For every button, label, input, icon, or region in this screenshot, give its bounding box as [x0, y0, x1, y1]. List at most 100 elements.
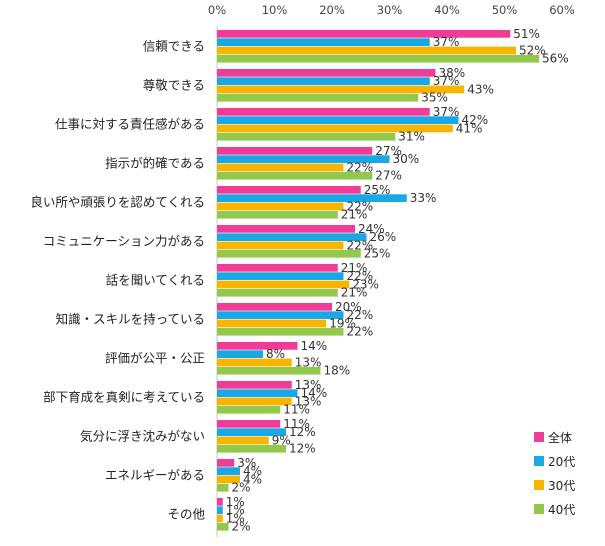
x-tick-label: 30%	[377, 3, 403, 17]
data-label: 22%	[347, 308, 374, 322]
data-label: 13%	[295, 355, 322, 369]
bar	[217, 171, 373, 180]
category-label: 評価が公平・公正	[105, 351, 205, 366]
data-label: 22%	[347, 238, 374, 252]
data-label: 33%	[410, 191, 437, 205]
category-label: 指示が的確である	[105, 156, 205, 171]
legend-swatch	[534, 480, 544, 490]
bar	[217, 264, 338, 272]
data-label: 22%	[347, 199, 374, 213]
data-label: 12%	[289, 425, 316, 439]
bar	[217, 475, 240, 484]
data-label: 1%	[226, 495, 245, 509]
data-label: 14%	[301, 386, 328, 400]
category-label: 知識・スキルを持っている	[56, 312, 205, 327]
data-label: 18%	[324, 364, 351, 378]
bar	[217, 202, 344, 211]
bar	[217, 397, 292, 406]
x-tick-label: 10%	[262, 3, 288, 17]
data-label: 26%	[370, 230, 397, 244]
bar	[217, 124, 453, 133]
legend-swatch	[534, 432, 544, 442]
category-label: 話を聞いてくれる	[106, 273, 205, 288]
data-label: 42%	[462, 113, 489, 127]
category-label: 気分に浮き沈みがない	[80, 429, 205, 444]
bar	[217, 358, 292, 367]
bar	[217, 108, 430, 116]
category-label: 信頼できる	[143, 39, 205, 54]
x-axis-ticks: 0% 10% 20% 30% 40% 50% 60%	[208, 3, 575, 17]
data-label: 1%	[226, 511, 245, 525]
bar	[217, 428, 286, 436]
bar	[217, 46, 516, 55]
category-label: 良い所や頑張りを認めてくれる	[30, 195, 205, 210]
data-label: 14%	[301, 339, 328, 353]
bar	[217, 194, 407, 202]
data-label: 22%	[347, 325, 374, 339]
bar	[217, 522, 229, 531]
data-label: 37%	[433, 74, 460, 88]
data-label: 13%	[295, 394, 322, 408]
data-label: 51%	[513, 27, 540, 41]
bar	[217, 311, 344, 319]
bar	[217, 280, 350, 289]
data-label: 31%	[398, 130, 425, 144]
data-label: 20%	[335, 300, 362, 314]
category-label: 部下育成を真剣に考えている	[43, 390, 205, 405]
bar	[217, 54, 539, 63]
x-tick-label: 40%	[434, 3, 460, 17]
data-label: 12%	[289, 442, 316, 456]
legend-label: 20代	[548, 455, 575, 469]
bar	[217, 155, 390, 163]
data-label: 4%	[243, 472, 262, 486]
bar	[217, 342, 298, 350]
bar	[217, 186, 361, 194]
data-label: 22%	[347, 160, 374, 174]
bar	[217, 69, 436, 77]
bar	[217, 77, 430, 85]
bar	[217, 249, 361, 258]
data-label: 4%	[243, 464, 262, 478]
data-label: 27%	[375, 144, 402, 158]
bar	[217, 514, 223, 523]
category-label: コミュニケーション力がある	[43, 234, 205, 249]
data-label: 25%	[364, 183, 391, 197]
bar	[217, 506, 223, 514]
data-label: 9%	[272, 433, 291, 447]
data-label: 52%	[519, 43, 546, 57]
x-tick-label: 20%	[319, 3, 345, 17]
x-tick-label: 60%	[549, 3, 575, 17]
bar	[217, 498, 223, 506]
data-label: 3%	[237, 456, 256, 470]
data-label: 43%	[467, 82, 494, 96]
bar	[217, 327, 344, 336]
category-label: 仕事に対する責任感がある	[55, 117, 205, 132]
data-label: 37%	[433, 105, 460, 119]
data-label: 24%	[358, 222, 385, 236]
data-label: 38%	[439, 66, 466, 80]
bar	[217, 381, 292, 389]
bar	[217, 132, 396, 141]
data-label: 13%	[295, 378, 322, 392]
bar	[217, 350, 263, 358]
legend-label: 40代	[548, 503, 575, 517]
bar	[217, 210, 338, 219]
bar	[217, 405, 281, 414]
bar	[217, 241, 344, 250]
data-label: 27%	[375, 169, 402, 183]
data-label: 23%	[352, 277, 379, 291]
bar	[217, 444, 286, 453]
bar	[217, 93, 419, 102]
bar	[217, 85, 465, 94]
data-label: 11%	[283, 403, 310, 417]
legend-swatch	[534, 456, 544, 466]
bar	[217, 389, 298, 397]
category-label: 尊敬できる	[143, 78, 205, 93]
bar	[217, 319, 327, 328]
data-label: 1%	[226, 503, 245, 517]
bar	[217, 272, 344, 280]
data-label: 2%	[232, 481, 251, 495]
data-label: 41%	[456, 121, 483, 135]
legend: 全体 20代 30代 40代	[534, 430, 575, 517]
